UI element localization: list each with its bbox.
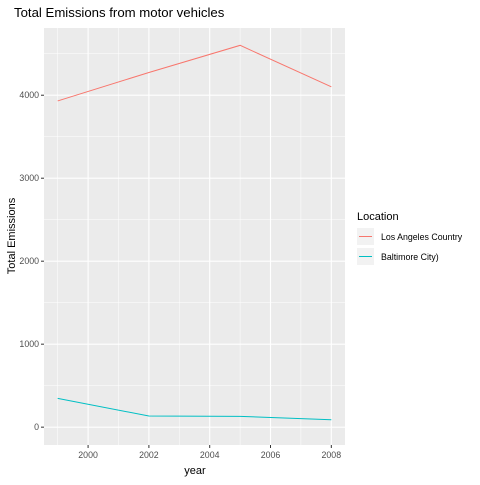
x-tick-label: 2004 (200, 450, 220, 460)
series-line-0 (57, 44, 332, 102)
series-layer (57, 44, 332, 421)
x-tick-label: 2006 (261, 450, 281, 460)
legend-title: Location (357, 211, 399, 223)
legend: Location Los Angeles Country Baltimore Ci… (357, 211, 463, 265)
x-tick-label: 2008 (322, 450, 342, 460)
axes: 2000 2002 2004 2006 2008 0 1000 2000 3000 4000 (19, 90, 341, 460)
series-line-1 (57, 397, 332, 421)
y-tick-label: 1000 (19, 339, 39, 349)
y-axis-label: Total Emissions (6, 197, 18, 274)
y-tick-label: 2000 (19, 256, 39, 266)
x-tick-label: 2002 (139, 450, 159, 460)
x-axis-label: year (184, 465, 206, 477)
x-tick-label: 2000 (78, 450, 98, 460)
y-tick-label: 0 (34, 422, 39, 432)
legend-label-0: Los Angeles Country (381, 232, 463, 242)
legend-label-1: Baltimore City) (381, 252, 439, 262)
chart-title: Total Emissions from motor vehicles (14, 5, 225, 20)
y-tick-label: 3000 (19, 173, 39, 183)
y-tick-label: 4000 (19, 90, 39, 100)
panel-background (44, 28, 345, 445)
plot-panel (44, 28, 345, 445)
